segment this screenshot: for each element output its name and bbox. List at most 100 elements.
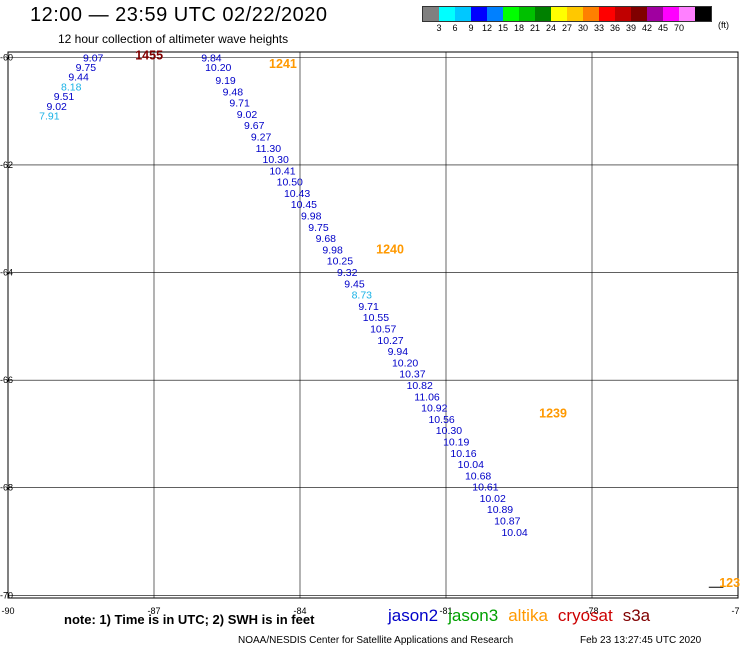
latitude-tick-label: -66 [0, 375, 13, 385]
legend-swatch [583, 7, 599, 21]
longitude-tick-label: -81 [439, 606, 452, 616]
wave-height-value: 8.73 [352, 290, 373, 302]
legend-swatch [615, 7, 631, 21]
legend-label: 9 [468, 23, 474, 33]
wave-height-value: 10.04 [501, 527, 527, 539]
color-legend: 3 6 9 12 15 18 21 24 27 30 33 36 39 42 45 70 (ft) [422, 6, 729, 34]
wave-height-value: 9.27 [251, 131, 272, 143]
footer-note: note: 1) Time is in UTC; 2) SWH is in fe… [64, 612, 315, 627]
wave-height-value: 9.45 [344, 278, 365, 290]
latitude-tick-label: -70 [0, 590, 13, 600]
legend-swatch [455, 7, 471, 21]
pass-time-label: 1240 [376, 242, 404, 256]
legend-label: 36 [609, 23, 621, 33]
wave-height-value: 10.37 [399, 369, 425, 381]
wave-height-value: 9.94 [388, 346, 409, 358]
legend-swatch [567, 7, 583, 21]
wave-height-value: 9.68 [316, 233, 337, 245]
legend-label: 24 [545, 23, 557, 33]
map-title: 12:00 — 23:59 UTC 02/22/2020 [30, 4, 328, 26]
wave-height-value: 10.30 [436, 425, 462, 437]
legend-swatch [679, 7, 695, 21]
legend-label: 30 [577, 23, 589, 33]
legend-color-bar [422, 6, 712, 22]
legend-label: 18 [513, 23, 525, 33]
pass-time-label: 1241 [269, 57, 297, 71]
wave-height-value: 9.84 [201, 52, 222, 64]
wave-height-value: 9.71 [229, 98, 250, 110]
legend-swatch [647, 7, 663, 21]
legend-label: 45 [657, 23, 669, 33]
wave-height-value: 9.02 [46, 101, 67, 113]
legend-swatch [535, 7, 551, 21]
wave-height-value: 10.27 [377, 335, 403, 347]
wave-height-value: 9.51 [54, 91, 75, 103]
wave-height-value: 9.32 [337, 267, 358, 279]
pass-time-label: 1238 [719, 576, 740, 590]
wave-height-value: 9.98 [322, 244, 343, 256]
credit-line: NOAA/NESDIS Center for Satellite Applica… [238, 635, 514, 646]
legend-swatch [519, 7, 535, 21]
wave-height-value: 9.02 [237, 109, 258, 121]
wave-height-value: 10.20 [392, 357, 418, 369]
legend-label: 3 [436, 23, 442, 33]
wave-height-value: 9.44 [68, 72, 89, 84]
wave-height-value: 10.68 [465, 470, 491, 482]
satellite-s3a: s3a [622, 606, 651, 625]
wave-height-value: 10.61 [472, 482, 498, 494]
wave-height-value: 9.19 [215, 75, 236, 87]
satellite-altika: altika [508, 606, 548, 625]
map-subtitle: 12 hour collection of altimeter wave hei… [58, 32, 289, 46]
satellite-cryosat: cryosat [557, 606, 613, 625]
legend-swatch [663, 7, 679, 21]
wave-height-value: 9.07 [83, 52, 104, 64]
legend-label: 21 [529, 23, 541, 33]
wave-height-value: 9.48 [223, 86, 244, 98]
wave-height-value: 10.45 [291, 199, 317, 211]
wave-height-value: 10.82 [407, 380, 433, 392]
wave-height-value: 10.89 [487, 504, 513, 516]
legend-label: 12 [481, 23, 493, 33]
wave-height-value: 10.30 [263, 154, 289, 166]
wave-height-value: 11.06 [414, 391, 440, 403]
wave-height-value: 11.30 [256, 143, 282, 155]
satellite-legend: jason2 jason3 altika cryosat s3a [388, 606, 660, 626]
legend-swatch [423, 7, 439, 21]
wave-height-value: 10.55 [363, 312, 389, 324]
wave-height-value: 10.41 [269, 165, 295, 177]
wave-height-value: 10.57 [370, 323, 396, 335]
wave-height-value: 10.02 [480, 493, 506, 505]
wave-height-value: 8.18 [61, 81, 82, 93]
wave-height-value: 10.19 [443, 436, 469, 448]
legend-label: 33 [593, 23, 605, 33]
wave-height-value: 10.04 [458, 459, 484, 471]
latitude-tick-label: -68 [0, 483, 13, 493]
legend-swatch [551, 7, 567, 21]
legend-label: 27 [561, 23, 573, 33]
legend-swatch [631, 7, 647, 21]
latitude-tick-label: -64 [0, 268, 13, 278]
latitude-tick-label: -60 [0, 52, 13, 62]
legend-swatch [487, 7, 503, 21]
satellite-jason2: jason2 [388, 606, 439, 625]
longitude-tick-label: -78 [585, 606, 598, 616]
legend-unit: (ft) [718, 20, 729, 30]
wave-height-value: 10.25 [327, 256, 353, 268]
wave-height-value: 10.16 [450, 448, 476, 460]
wave-height-value: 9.71 [358, 301, 379, 313]
legend-swatch [695, 7, 711, 21]
wave-height-value: 9.75 [76, 62, 97, 74]
legend-swatch [503, 7, 519, 21]
longitude-tick-label: -84 [293, 606, 306, 616]
legend-label: 15 [497, 23, 509, 33]
legend-swatch [599, 7, 615, 21]
longitude-tick-label: -87 [147, 606, 160, 616]
wave-height-value: 10.50 [277, 177, 303, 189]
legend-swatch [471, 7, 487, 21]
pass-time-label: 1239 [539, 406, 567, 420]
wave-height-value: 9.75 [308, 222, 329, 234]
legend-label: 39 [625, 23, 637, 33]
longitude-tick-label: -75 [731, 606, 740, 616]
wave-height-value: 9.98 [301, 211, 322, 223]
